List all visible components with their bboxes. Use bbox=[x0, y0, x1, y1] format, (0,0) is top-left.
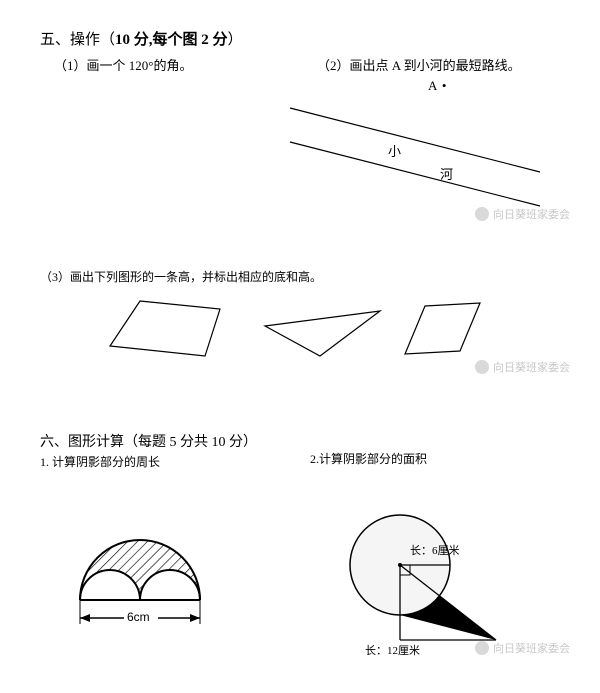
watermark-text-1: 向日葵班家委会 bbox=[493, 206, 570, 222]
s5-prefix: 五、操作（ bbox=[40, 32, 115, 48]
dim-6cm-label: 6cm bbox=[127, 610, 150, 624]
radius-label: 长：6厘米 bbox=[410, 542, 460, 558]
watermark-icon-3 bbox=[475, 641, 489, 655]
s6-q1: 1. 计算阴影部分的周长 bbox=[40, 453, 560, 470]
dim-arrow-right bbox=[190, 614, 200, 622]
watermark-icon bbox=[475, 207, 489, 221]
watermark-3: 向日葵班家委会 bbox=[475, 640, 570, 656]
watermark-1: 向日葵班家委会 bbox=[475, 206, 570, 222]
length-label-text: 长：12厘米 bbox=[365, 645, 420, 657]
shape-quad bbox=[110, 301, 220, 356]
section6: 六、图形计算（每题 5 分共 10 分） 1. 计算阴影部分的周长 bbox=[40, 431, 560, 470]
fig-semicircle-svg bbox=[40, 490, 240, 660]
river-line-top bbox=[290, 108, 540, 172]
river-char-small: 小 bbox=[388, 141, 401, 160]
river-svg bbox=[0, 68, 560, 228]
dim-arrow-left bbox=[80, 614, 90, 622]
length-label: 长：12厘米 bbox=[365, 642, 420, 658]
s5-suffix: ） bbox=[228, 32, 243, 48]
watermark-text-2: 向日葵班家委会 bbox=[493, 359, 570, 375]
s5-q3: （3）画出下列图形的一条高，并标出相应的底和高。 bbox=[40, 268, 560, 285]
watermark-text-3: 向日葵班家委会 bbox=[493, 640, 570, 656]
bottom-figures: 6cm 长：6厘米 长：12厘米 bbox=[40, 490, 560, 670]
worksheet-page: 五、操作（10 分,每个图 2 分） （1）画一个 120°的角。 （2）画出点… bbox=[0, 0, 600, 690]
river-line-bottom bbox=[290, 142, 540, 206]
s6-title: 六、图形计算（每题 5 分共 10 分） bbox=[40, 431, 560, 451]
section5-title: 五、操作（10 分,每个图 2 分） bbox=[40, 28, 560, 49]
s5-figure-area: A • 小 河 向日葵班家委会 bbox=[40, 78, 560, 228]
s5-bold: 10 分,每个图 2 分 bbox=[115, 32, 228, 48]
watermark-2: 向日葵班家委会 bbox=[475, 359, 570, 375]
watermark-icon-2 bbox=[475, 360, 489, 374]
shapes-row: 向日葵班家委会 bbox=[40, 291, 560, 381]
center-dot bbox=[398, 563, 402, 567]
shape-parallelogram bbox=[405, 303, 480, 354]
shape-triangle bbox=[265, 311, 380, 356]
river-char-he: 河 bbox=[440, 164, 453, 183]
s6-q2: 2.计算阴影部分的面积 bbox=[310, 450, 427, 467]
